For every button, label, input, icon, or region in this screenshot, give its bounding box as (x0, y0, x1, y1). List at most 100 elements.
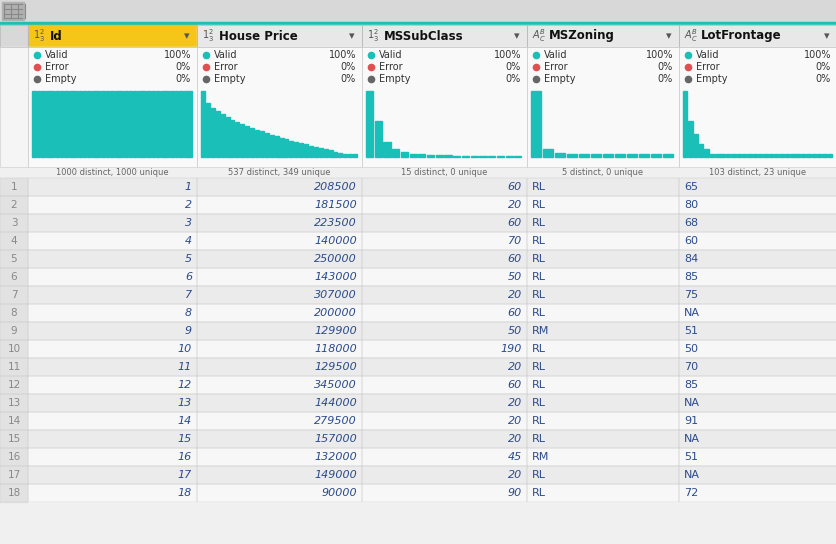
Bar (124, 91, 128, 157)
Text: 5 distinct, 0 unique: 5 distinct, 0 unique (562, 168, 643, 177)
Bar (527, 322, 678, 340)
Bar (361, 196, 527, 214)
Text: $1^2_3$: $1^2_3$ (201, 28, 214, 45)
Text: 144000: 144000 (314, 398, 357, 408)
Bar (527, 358, 678, 376)
Bar (678, 232, 836, 250)
Text: 100%: 100% (328, 50, 355, 60)
Bar (361, 430, 527, 448)
Bar (678, 412, 836, 430)
Bar (196, 322, 361, 340)
Text: RL: RL (532, 236, 545, 246)
Bar (133, 91, 137, 157)
Bar (69, 91, 73, 157)
Bar (505, 156, 512, 157)
Bar (87, 91, 91, 157)
Bar (678, 286, 836, 304)
Text: Error: Error (543, 62, 567, 72)
Bar (436, 155, 442, 157)
Bar (0, 0, 836, 22)
Bar (811, 154, 815, 157)
Bar (741, 154, 746, 157)
Bar (196, 268, 361, 286)
Bar (527, 304, 678, 322)
Bar (678, 25, 836, 47)
Bar (28, 448, 196, 466)
Text: NA: NA (683, 434, 699, 444)
Text: MSSubClass: MSSubClass (384, 29, 463, 42)
Bar (196, 196, 361, 214)
Text: Empty: Empty (543, 74, 575, 84)
Bar (678, 214, 836, 232)
Text: $A^B_C$: $A^B_C$ (683, 28, 697, 45)
Bar (678, 430, 836, 448)
Bar (821, 154, 826, 157)
Bar (361, 47, 527, 167)
Bar (800, 154, 804, 157)
Text: 1: 1 (185, 182, 191, 192)
Bar (747, 154, 751, 157)
Bar (28, 47, 196, 167)
Bar (527, 412, 678, 430)
Text: 80: 80 (683, 200, 697, 210)
Bar (161, 91, 165, 157)
Bar (816, 154, 820, 157)
Bar (487, 156, 495, 157)
Text: 6: 6 (11, 272, 18, 282)
Text: RL: RL (532, 470, 545, 480)
Bar (0, 448, 28, 466)
Bar (196, 358, 361, 376)
Bar (678, 178, 836, 196)
Bar (28, 286, 196, 304)
Bar (678, 340, 836, 358)
Text: 0%: 0% (340, 62, 355, 72)
Bar (361, 412, 527, 430)
Bar (255, 129, 258, 157)
Text: Valid: Valid (696, 50, 719, 60)
Bar (361, 286, 527, 304)
Text: 190: 190 (500, 344, 522, 354)
Bar (361, 214, 527, 232)
Bar (678, 304, 836, 322)
Bar (28, 394, 196, 412)
Bar (28, 250, 196, 268)
Text: RL: RL (532, 272, 545, 282)
Text: 90000: 90000 (321, 488, 357, 498)
Bar (0, 340, 28, 358)
Bar (196, 358, 361, 376)
Bar (28, 466, 196, 484)
Text: 3: 3 (11, 218, 18, 228)
Bar (196, 304, 361, 322)
Text: 65: 65 (683, 182, 697, 192)
Bar (28, 196, 196, 214)
Bar (201, 91, 205, 157)
Bar (678, 484, 836, 502)
Text: 0%: 0% (815, 74, 830, 84)
Bar (0, 232, 28, 250)
Bar (527, 214, 678, 232)
Bar (682, 91, 686, 157)
Bar (731, 154, 735, 157)
Bar (375, 121, 381, 157)
Bar (527, 430, 678, 448)
Text: ▾: ▾ (665, 31, 671, 41)
Bar (28, 412, 196, 430)
Bar (626, 154, 636, 157)
Text: $1^2_3$: $1^2_3$ (33, 28, 45, 45)
Bar (527, 376, 678, 394)
Bar (28, 394, 196, 412)
Bar (762, 154, 767, 157)
Text: 8: 8 (11, 308, 18, 318)
Bar (324, 150, 327, 157)
Bar (2, 2, 24, 20)
Bar (28, 304, 196, 322)
Bar (400, 152, 408, 157)
Text: 129900: 129900 (314, 326, 357, 336)
Bar (361, 376, 527, 394)
Text: 149000: 149000 (314, 470, 357, 480)
Bar (392, 149, 399, 157)
Bar (361, 466, 527, 484)
Bar (28, 340, 196, 358)
Text: 143000: 143000 (314, 272, 357, 282)
Text: 345000: 345000 (314, 380, 357, 390)
